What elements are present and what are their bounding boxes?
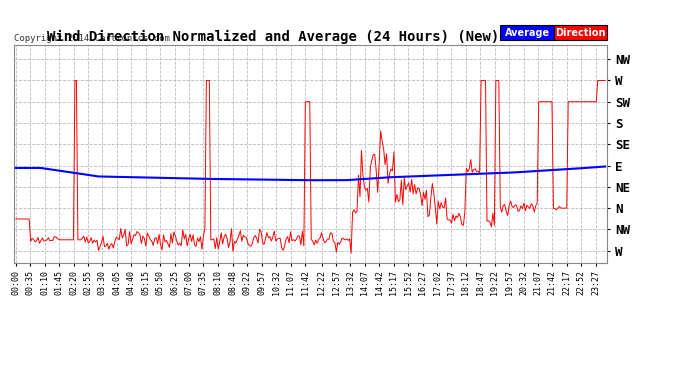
Text: Copyright 2014 Cartronics.com: Copyright 2014 Cartronics.com (14, 34, 170, 43)
Title: Wind Direction Normalized and Average (24 Hours) (New) 20140408: Wind Direction Normalized and Average (2… (47, 30, 574, 44)
Text: Direction: Direction (555, 28, 606, 38)
FancyBboxPatch shape (554, 26, 607, 40)
FancyBboxPatch shape (500, 26, 554, 40)
Text: Average: Average (504, 28, 550, 38)
